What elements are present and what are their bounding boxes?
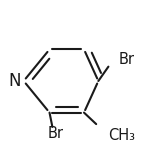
Text: Br: Br — [47, 126, 63, 141]
Text: CH₃: CH₃ — [108, 128, 135, 143]
Text: N: N — [8, 72, 21, 90]
Text: Br: Br — [118, 52, 134, 67]
